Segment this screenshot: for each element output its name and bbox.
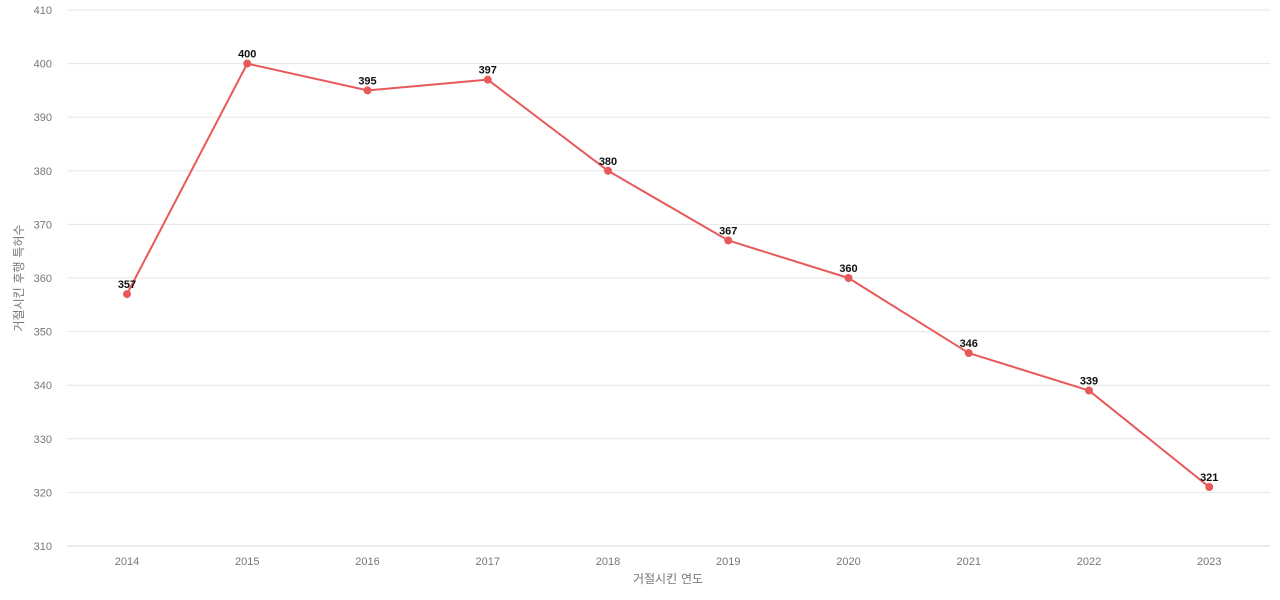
- y-tick-labels: 310 320 330 340 350 360 370 380 390 400 410: [34, 5, 52, 553]
- x-tick-label: 2014: [115, 556, 139, 568]
- x-tick-label: 2018: [596, 556, 620, 568]
- x-tick-label: 2015: [235, 556, 259, 568]
- y-tick-label: 410: [34, 5, 52, 17]
- data-label: 367: [719, 225, 737, 237]
- data-point[interactable]: [243, 59, 252, 68]
- data-point[interactable]: [1085, 386, 1093, 395]
- y-tick-label: 310: [34, 541, 52, 553]
- grid-lines: [67, 9, 1270, 493]
- x-axis-title: 거절시킨 연도: [633, 572, 703, 586]
- data-label: 380: [599, 156, 617, 168]
- data-point[interactable]: [1205, 483, 1214, 492]
- x-tick-label: 2020: [836, 556, 860, 568]
- x-tick-label: 2019: [716, 556, 740, 568]
- data-point[interactable]: [724, 236, 733, 245]
- y-tick-label: 390: [34, 112, 52, 124]
- y-tick-label: 320: [34, 487, 52, 499]
- series-line: [126, 62, 1210, 488]
- data-label: 397: [479, 65, 497, 77]
- data-label: 346: [960, 338, 978, 350]
- y-axis-title: 거절시킨 후행 특허수: [11, 225, 26, 332]
- data-point[interactable]: [483, 75, 492, 84]
- data-point[interactable]: [964, 349, 973, 358]
- y-tick-label: 330: [34, 434, 52, 446]
- y-tick-label: 340: [34, 380, 52, 392]
- data-label: 395: [358, 75, 376, 87]
- data-labels: 357 400 395 397 380 367 360 346 339 321: [118, 49, 1219, 484]
- x-tick-label: 2022: [1077, 556, 1101, 568]
- y-tick-label: 380: [34, 166, 52, 178]
- data-label: 360: [839, 263, 857, 275]
- y-tick-label: 400: [34, 59, 52, 71]
- x-tick-label: 2023: [1197, 556, 1221, 568]
- x-tick-labels: 2014 2015 2016 2017 2018 2019 2020 2021 2022 2023: [115, 556, 1222, 568]
- x-tick-label: 2016: [355, 556, 379, 568]
- data-label: 339: [1080, 376, 1098, 388]
- data-point[interactable]: [844, 274, 853, 282]
- data-point[interactable]: [363, 86, 372, 95]
- data-label: 357: [118, 279, 136, 291]
- data-point[interactable]: [123, 290, 131, 299]
- data-point[interactable]: [604, 166, 612, 175]
- y-tick-label: 350: [34, 327, 52, 339]
- y-tick-label: 370: [34, 219, 52, 231]
- x-tick-label: 2021: [957, 556, 981, 568]
- series: [123, 59, 1214, 492]
- y-tick-label: 360: [34, 273, 52, 285]
- data-label: 400: [238, 49, 256, 61]
- data-label: 321: [1200, 472, 1218, 484]
- x-tick-label: 2017: [476, 556, 500, 568]
